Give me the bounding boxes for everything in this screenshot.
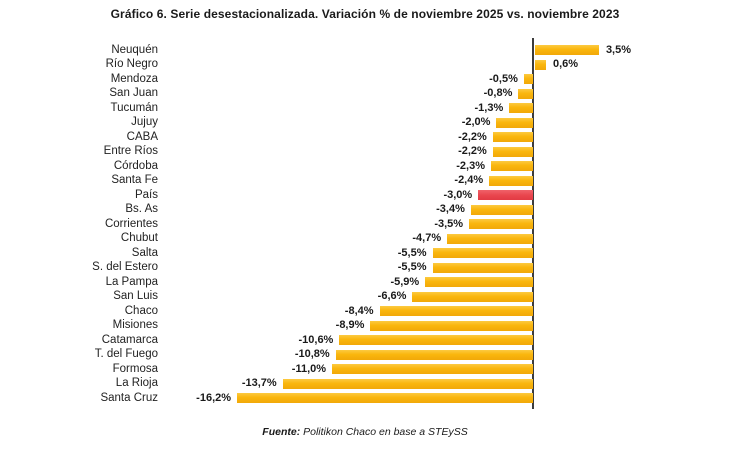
category-label: Chaco <box>124 304 158 317</box>
value-label: -13,7% <box>241 377 277 390</box>
category-label: San Juan <box>109 87 158 100</box>
bar <box>470 204 533 215</box>
bar <box>469 219 533 230</box>
category-label: CABA <box>126 130 158 143</box>
category-label: Santa Cruz <box>100 391 158 404</box>
value-label: -2,3% <box>456 159 485 172</box>
source-prefix: Fuente: <box>262 426 301 438</box>
value-label: -2,0% <box>461 116 491 129</box>
bar <box>432 262 533 273</box>
bar <box>370 320 533 331</box>
bar <box>237 393 533 404</box>
bar <box>523 74 533 85</box>
value-label: -10,6% <box>298 333 334 346</box>
bar <box>535 45 599 55</box>
category-label: Jujuy <box>131 116 158 129</box>
bar <box>339 335 533 346</box>
value-label: -8,9% <box>335 319 365 332</box>
bar <box>282 378 533 389</box>
value-label: -3,0% <box>443 188 473 201</box>
value-label: -4,7% <box>412 232 442 245</box>
category-label: Río Negro <box>105 58 158 71</box>
chart-title: Gráfico 6. Serie desestacionalizada. Var… <box>110 7 620 21</box>
bar <box>492 132 533 143</box>
value-label: -5,5% <box>397 261 427 274</box>
bar <box>490 161 533 172</box>
bar <box>489 175 533 186</box>
value-label: 0,6% <box>552 58 579 71</box>
category-label: Formosa <box>112 362 158 375</box>
category-label: Corrientes <box>104 217 158 230</box>
category-label: Catamarca <box>101 333 158 346</box>
value-label: -6,6% <box>377 290 407 303</box>
value-label: -0,8% <box>483 87 513 100</box>
bar <box>379 306 533 317</box>
category-label: Córdoba <box>113 159 158 172</box>
bar <box>335 349 533 360</box>
bar <box>425 277 533 288</box>
value-label: -5,5% <box>397 246 427 259</box>
category-label: País <box>134 188 158 201</box>
source-text: Politikon Chaco en base a STEySS <box>300 426 468 438</box>
bar <box>332 364 533 375</box>
category-label: Salta <box>131 246 158 259</box>
bar <box>432 248 533 259</box>
category-label: Mendoza <box>110 72 158 85</box>
value-label: -2,4% <box>454 174 484 187</box>
bar-highlight <box>478 190 533 201</box>
bar <box>509 103 533 114</box>
value-label: -0,5% <box>489 72 518 85</box>
value-label: 3,5% <box>605 43 632 56</box>
value-label: -2,2% <box>458 130 487 143</box>
value-label: -10,8% <box>294 348 330 361</box>
category-label: La Rioja <box>115 377 158 390</box>
value-label: -16,2% <box>196 391 232 404</box>
category-label: Tucumán <box>110 101 158 114</box>
bar <box>496 117 533 128</box>
category-label: Misiones <box>112 319 158 332</box>
bar <box>518 88 533 99</box>
source-note: Fuente: Politikon Chaco en base a STEySS <box>0 426 730 438</box>
bar <box>447 233 533 244</box>
bar <box>492 146 533 157</box>
bar <box>412 291 533 302</box>
value-label: -3,5% <box>434 217 464 230</box>
category-label: Neuquén <box>111 43 158 56</box>
category-label: La Pampa <box>105 275 158 288</box>
value-label: -11,0% <box>291 362 327 375</box>
category-label: Chubut <box>120 232 158 245</box>
value-label: -2,2% <box>458 145 487 158</box>
category-label: Bs. As <box>125 203 158 216</box>
value-label: -3,4% <box>436 203 465 216</box>
category-label: Entre Ríos <box>103 145 158 158</box>
value-label: -1,3% <box>474 101 504 114</box>
category-label: Santa Fe <box>111 174 158 187</box>
zero-axis-line <box>532 38 534 409</box>
category-label: S. del Estero <box>92 261 158 274</box>
category-label: San Luis <box>113 290 158 303</box>
value-label: -5,9% <box>390 275 420 288</box>
category-label: T. del Fuego <box>94 348 158 361</box>
value-label: -8,4% <box>344 304 374 317</box>
bar <box>535 59 546 70</box>
